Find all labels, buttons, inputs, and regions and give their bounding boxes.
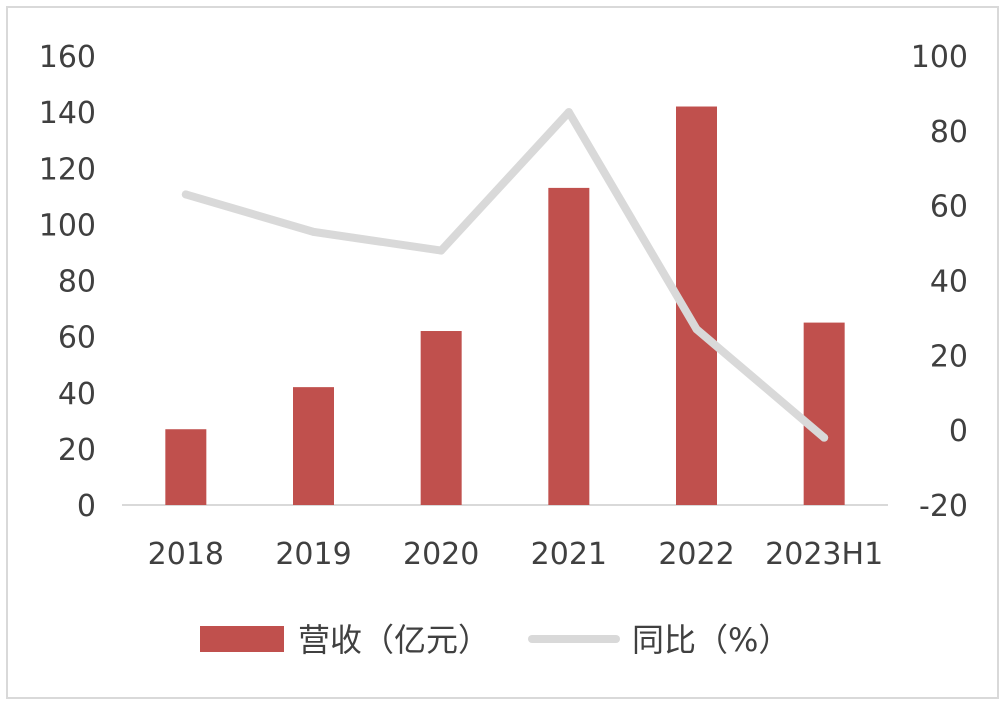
left-tick-label: 100 (39, 208, 96, 243)
left-axis-ticks: 0 20 40 60 80 100 120 140 160 (39, 40, 96, 524)
left-tick-label: 80 (58, 265, 96, 300)
legend: 营收（亿元） 同比（%） (200, 621, 790, 659)
left-tick-label: 0 (77, 489, 96, 524)
yoy-point (564, 108, 573, 117)
legend-label-yoy: 同比（%） (632, 621, 790, 659)
yoy-point (692, 325, 701, 334)
yoy-line (181, 108, 829, 442)
yoy-point (309, 227, 318, 236)
left-tick-label: 160 (39, 40, 96, 75)
bar (165, 429, 207, 505)
right-axis-ticks: -20 0 20 40 60 80 100 (911, 40, 968, 524)
bar (803, 322, 845, 505)
legend-swatch-revenue (200, 626, 284, 652)
bar (548, 187, 590, 506)
right-tick-label: 80 (930, 115, 968, 150)
right-tick-label: 60 (930, 190, 968, 225)
left-tick-label: 20 (58, 433, 96, 468)
chart-frame (6, 6, 999, 699)
left-tick-label: 40 (58, 377, 96, 412)
x-tick-label: 2021 (531, 537, 607, 572)
yoy-point (820, 433, 829, 442)
yoy-line-series (181, 108, 829, 442)
left-tick-label: 120 (39, 152, 96, 187)
yoy-point (437, 246, 446, 255)
right-tick-label: 20 (930, 339, 968, 374)
bar (293, 387, 334, 505)
bar (420, 331, 462, 505)
x-tick-label: 2020 (403, 537, 479, 572)
right-tick-label: 100 (911, 40, 968, 75)
revenue-bars (165, 106, 845, 506)
x-tick-label: 2019 (275, 537, 351, 572)
left-tick-label: 140 (39, 96, 96, 131)
x-tick-label: 2018 (148, 537, 224, 572)
x-tick-label: 2023H1 (765, 537, 883, 572)
x-tick-label: 2022 (658, 537, 734, 572)
left-tick-label: 60 (58, 321, 96, 356)
right-tick-label: -20 (919, 489, 968, 524)
x-axis-ticks: 2018 2019 2020 2021 2022 2023H1 (148, 537, 884, 572)
right-tick-label: 0 (949, 414, 968, 449)
right-tick-label: 40 (930, 265, 968, 300)
yoy-point (181, 190, 190, 199)
legend-label-revenue: 营收（亿元） (298, 621, 490, 659)
